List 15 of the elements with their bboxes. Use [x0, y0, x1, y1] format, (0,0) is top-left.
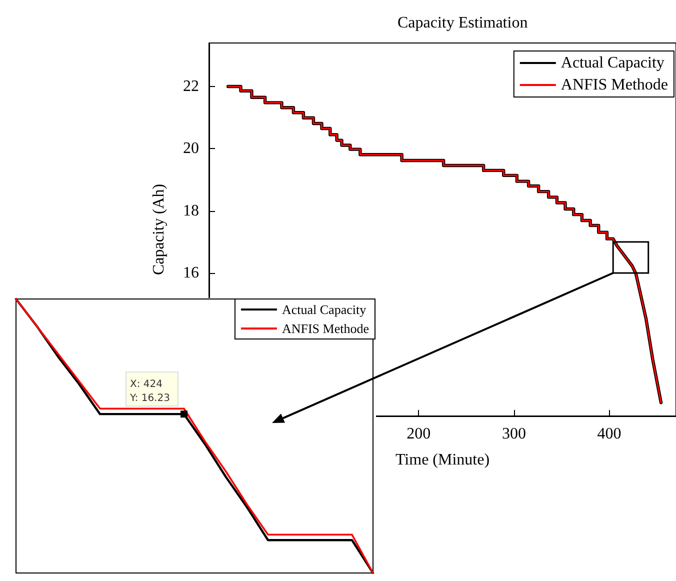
x-axis-title: Time (Minute): [395, 452, 490, 468]
y-tick-label: 16: [183, 264, 199, 282]
x-tick-label: 300: [502, 426, 526, 442]
legend-label: Actual Capacity: [282, 302, 367, 317]
x-tick-label: 400: [597, 426, 622, 442]
y-axis-title: Capacity (Ah): [150, 184, 168, 276]
annotation: X: 424 Y: 16.23: [129, 379, 170, 404]
chart-title: Capacity Estimation: [398, 14, 528, 32]
legend-label: ANFIS Methode: [560, 76, 668, 94]
y-tick-label: 20: [183, 140, 199, 158]
legend-label: Actual Capacity: [560, 54, 664, 72]
y-tick-label: 18: [183, 202, 199, 220]
x-tick-label: 200: [406, 426, 431, 442]
legend-label: ANFIS Methode: [282, 321, 370, 336]
y-tick-label: 22: [183, 78, 199, 96]
